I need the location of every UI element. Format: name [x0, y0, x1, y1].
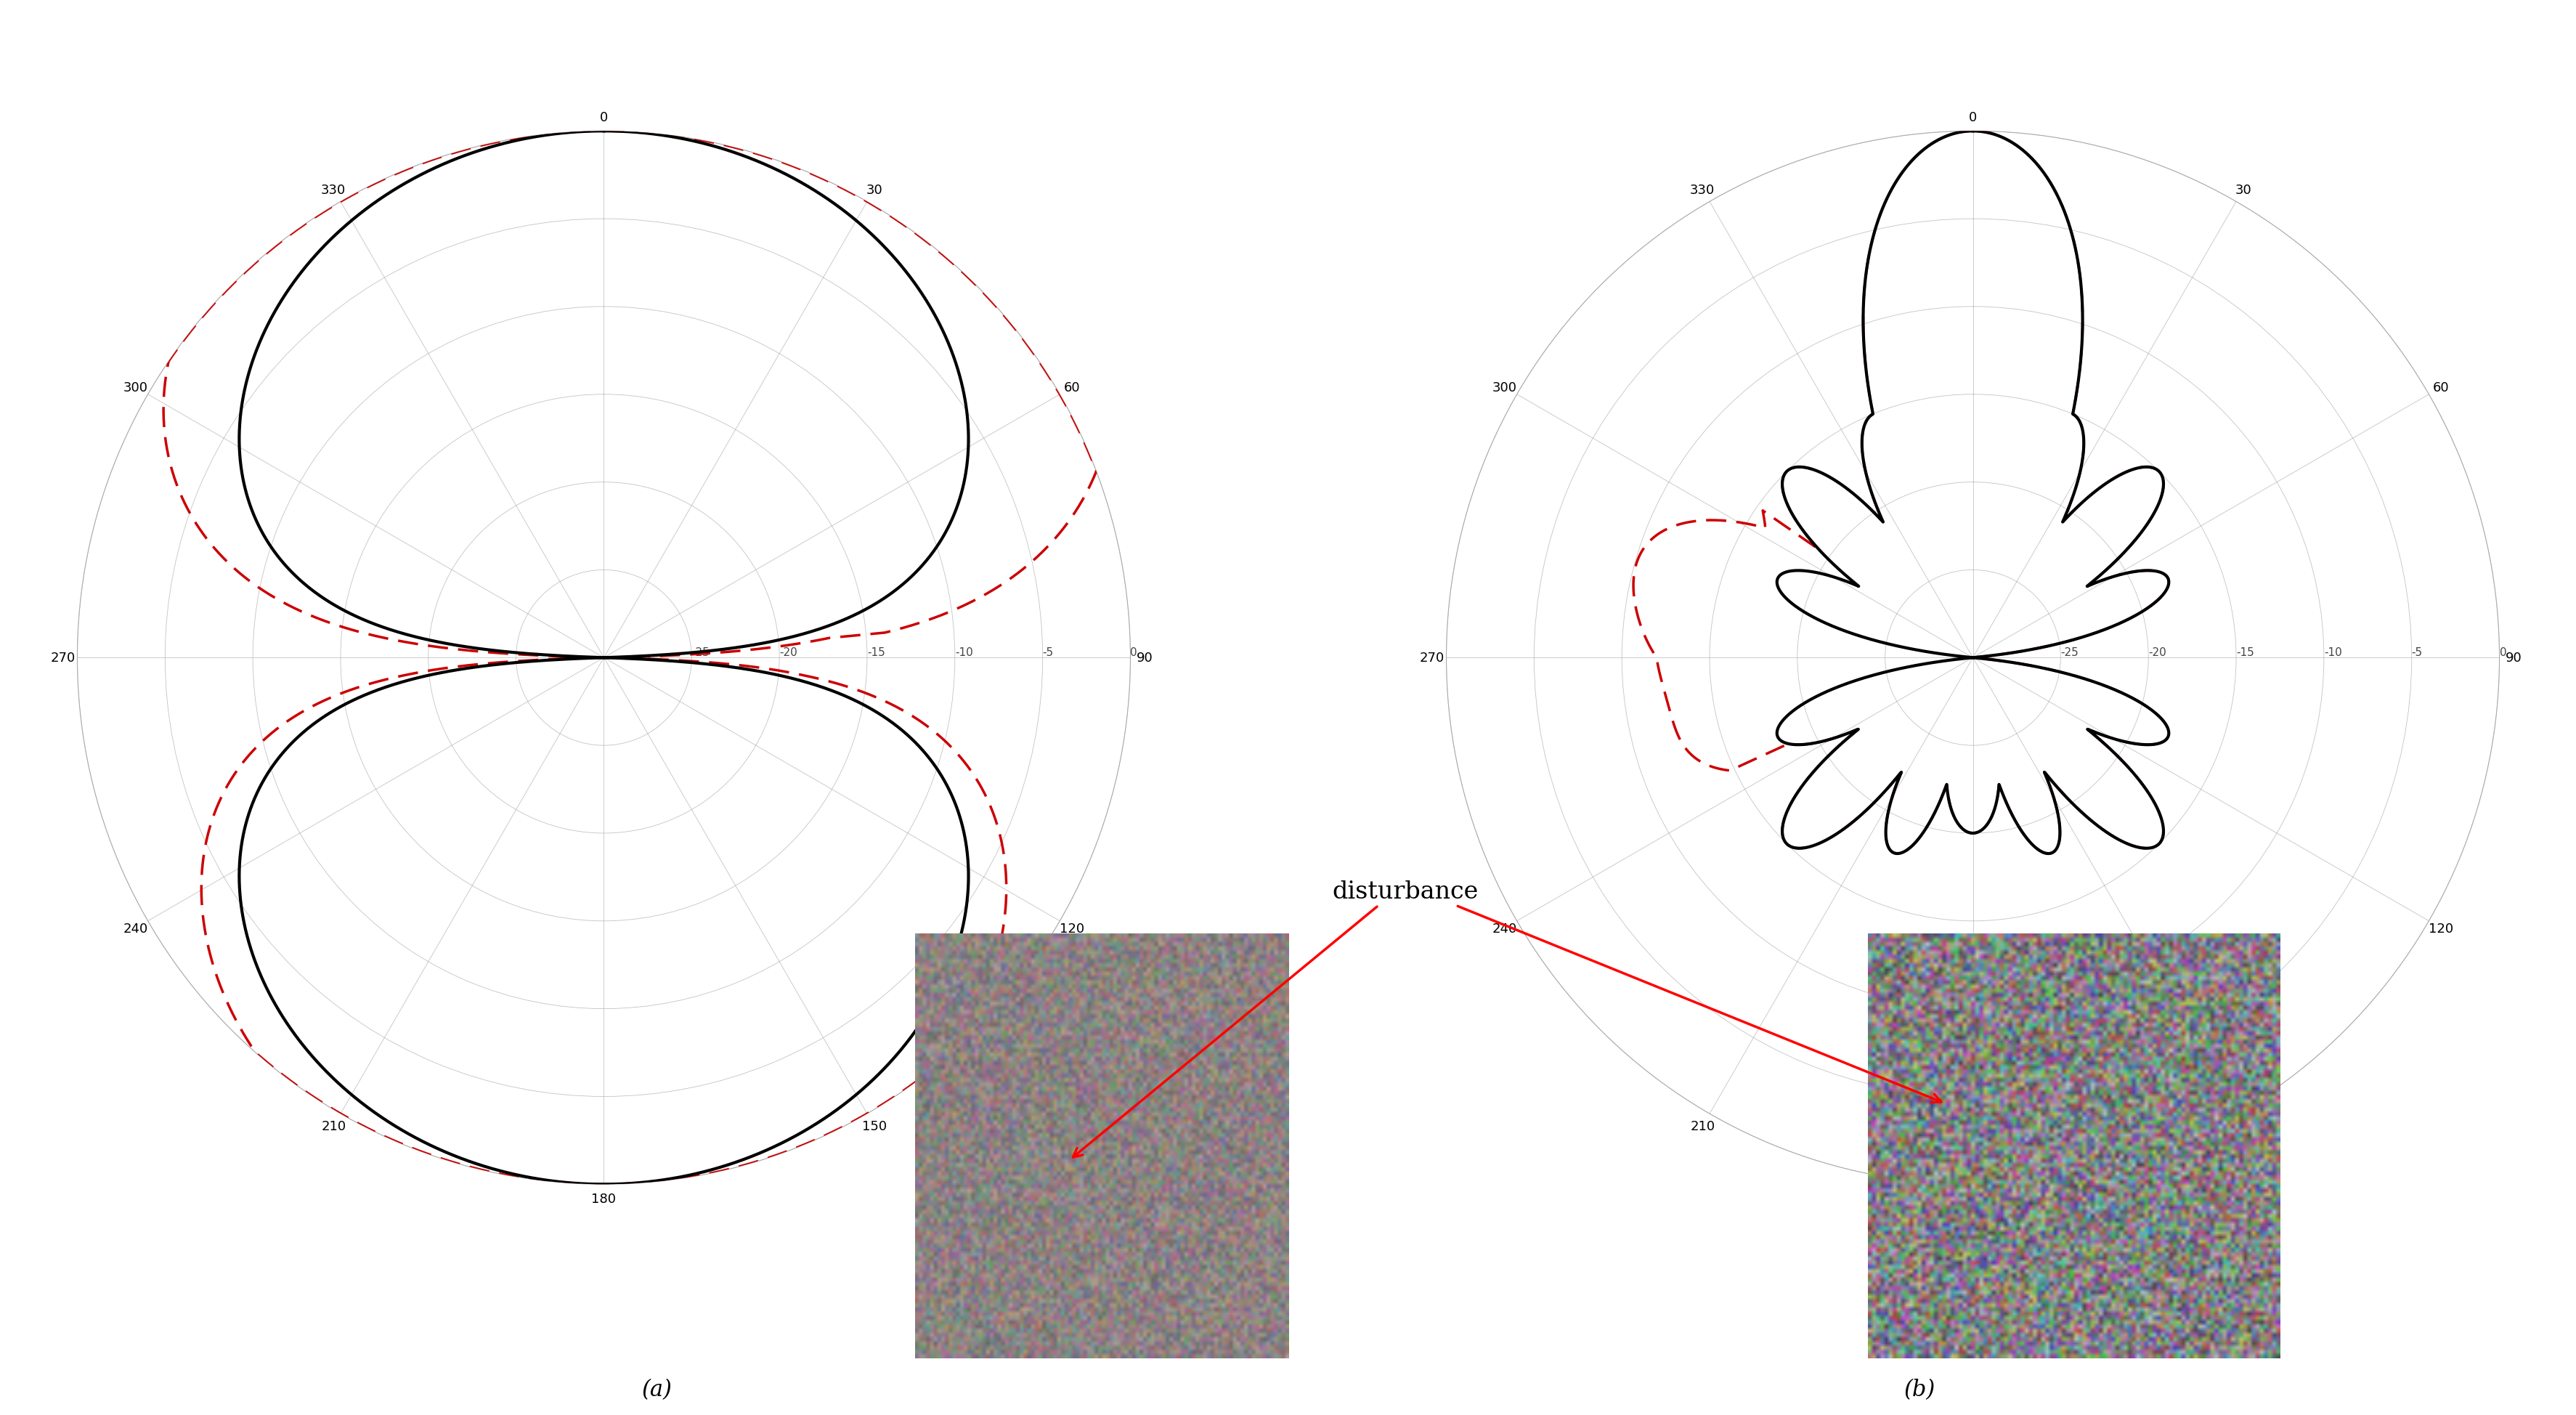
Text: disturbance: disturbance [1332, 880, 1479, 903]
Text: (a): (a) [641, 1378, 672, 1401]
Text: (b): (b) [1904, 1378, 1935, 1401]
